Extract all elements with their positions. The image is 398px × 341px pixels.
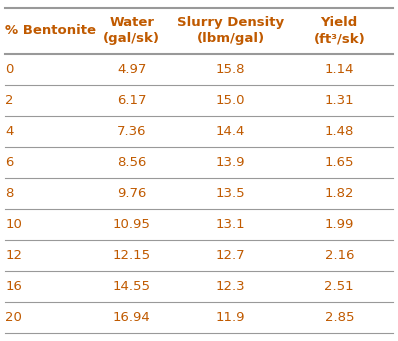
Text: 6: 6 (5, 156, 14, 169)
Text: 1.31: 1.31 (324, 94, 354, 107)
Text: 4.97: 4.97 (117, 63, 146, 76)
Text: 1.99: 1.99 (325, 218, 354, 231)
Text: 16.94: 16.94 (113, 311, 151, 324)
Text: 6.17: 6.17 (117, 94, 146, 107)
Text: 2.85: 2.85 (324, 311, 354, 324)
Text: 10.95: 10.95 (113, 218, 151, 231)
Text: 8: 8 (5, 187, 14, 200)
Text: 13.9: 13.9 (216, 156, 246, 169)
Text: 9.76: 9.76 (117, 187, 146, 200)
Text: 13.1: 13.1 (216, 218, 246, 231)
Text: % Bentonite: % Bentonite (5, 25, 96, 38)
Text: 2.16: 2.16 (324, 249, 354, 262)
Text: 11.9: 11.9 (216, 311, 246, 324)
Text: Water
(gal/sk): Water (gal/sk) (103, 16, 160, 45)
Text: 12: 12 (5, 249, 22, 262)
Text: 1.65: 1.65 (324, 156, 354, 169)
Text: 14.4: 14.4 (216, 125, 245, 138)
Text: Slurry Density
(lbm/gal): Slurry Density (lbm/gal) (177, 16, 284, 45)
Text: 1.14: 1.14 (324, 63, 354, 76)
Text: 12.7: 12.7 (216, 249, 246, 262)
Text: 8.56: 8.56 (117, 156, 146, 169)
Text: 4: 4 (5, 125, 14, 138)
Text: 0: 0 (5, 63, 14, 76)
Text: 10: 10 (5, 218, 22, 231)
Text: 2: 2 (5, 94, 14, 107)
Text: 1.48: 1.48 (325, 125, 354, 138)
Text: 12.15: 12.15 (113, 249, 151, 262)
Text: Yield
(ft³/sk): Yield (ft³/sk) (314, 16, 365, 45)
Text: 13.5: 13.5 (216, 187, 246, 200)
Text: 12.3: 12.3 (216, 280, 246, 293)
Text: 1.82: 1.82 (324, 187, 354, 200)
Text: 15.0: 15.0 (216, 94, 246, 107)
Text: 2.51: 2.51 (324, 280, 354, 293)
Text: 16: 16 (5, 280, 22, 293)
Text: 7.36: 7.36 (117, 125, 146, 138)
Text: 14.55: 14.55 (113, 280, 151, 293)
Text: 20: 20 (5, 311, 22, 324)
Text: 15.8: 15.8 (216, 63, 246, 76)
